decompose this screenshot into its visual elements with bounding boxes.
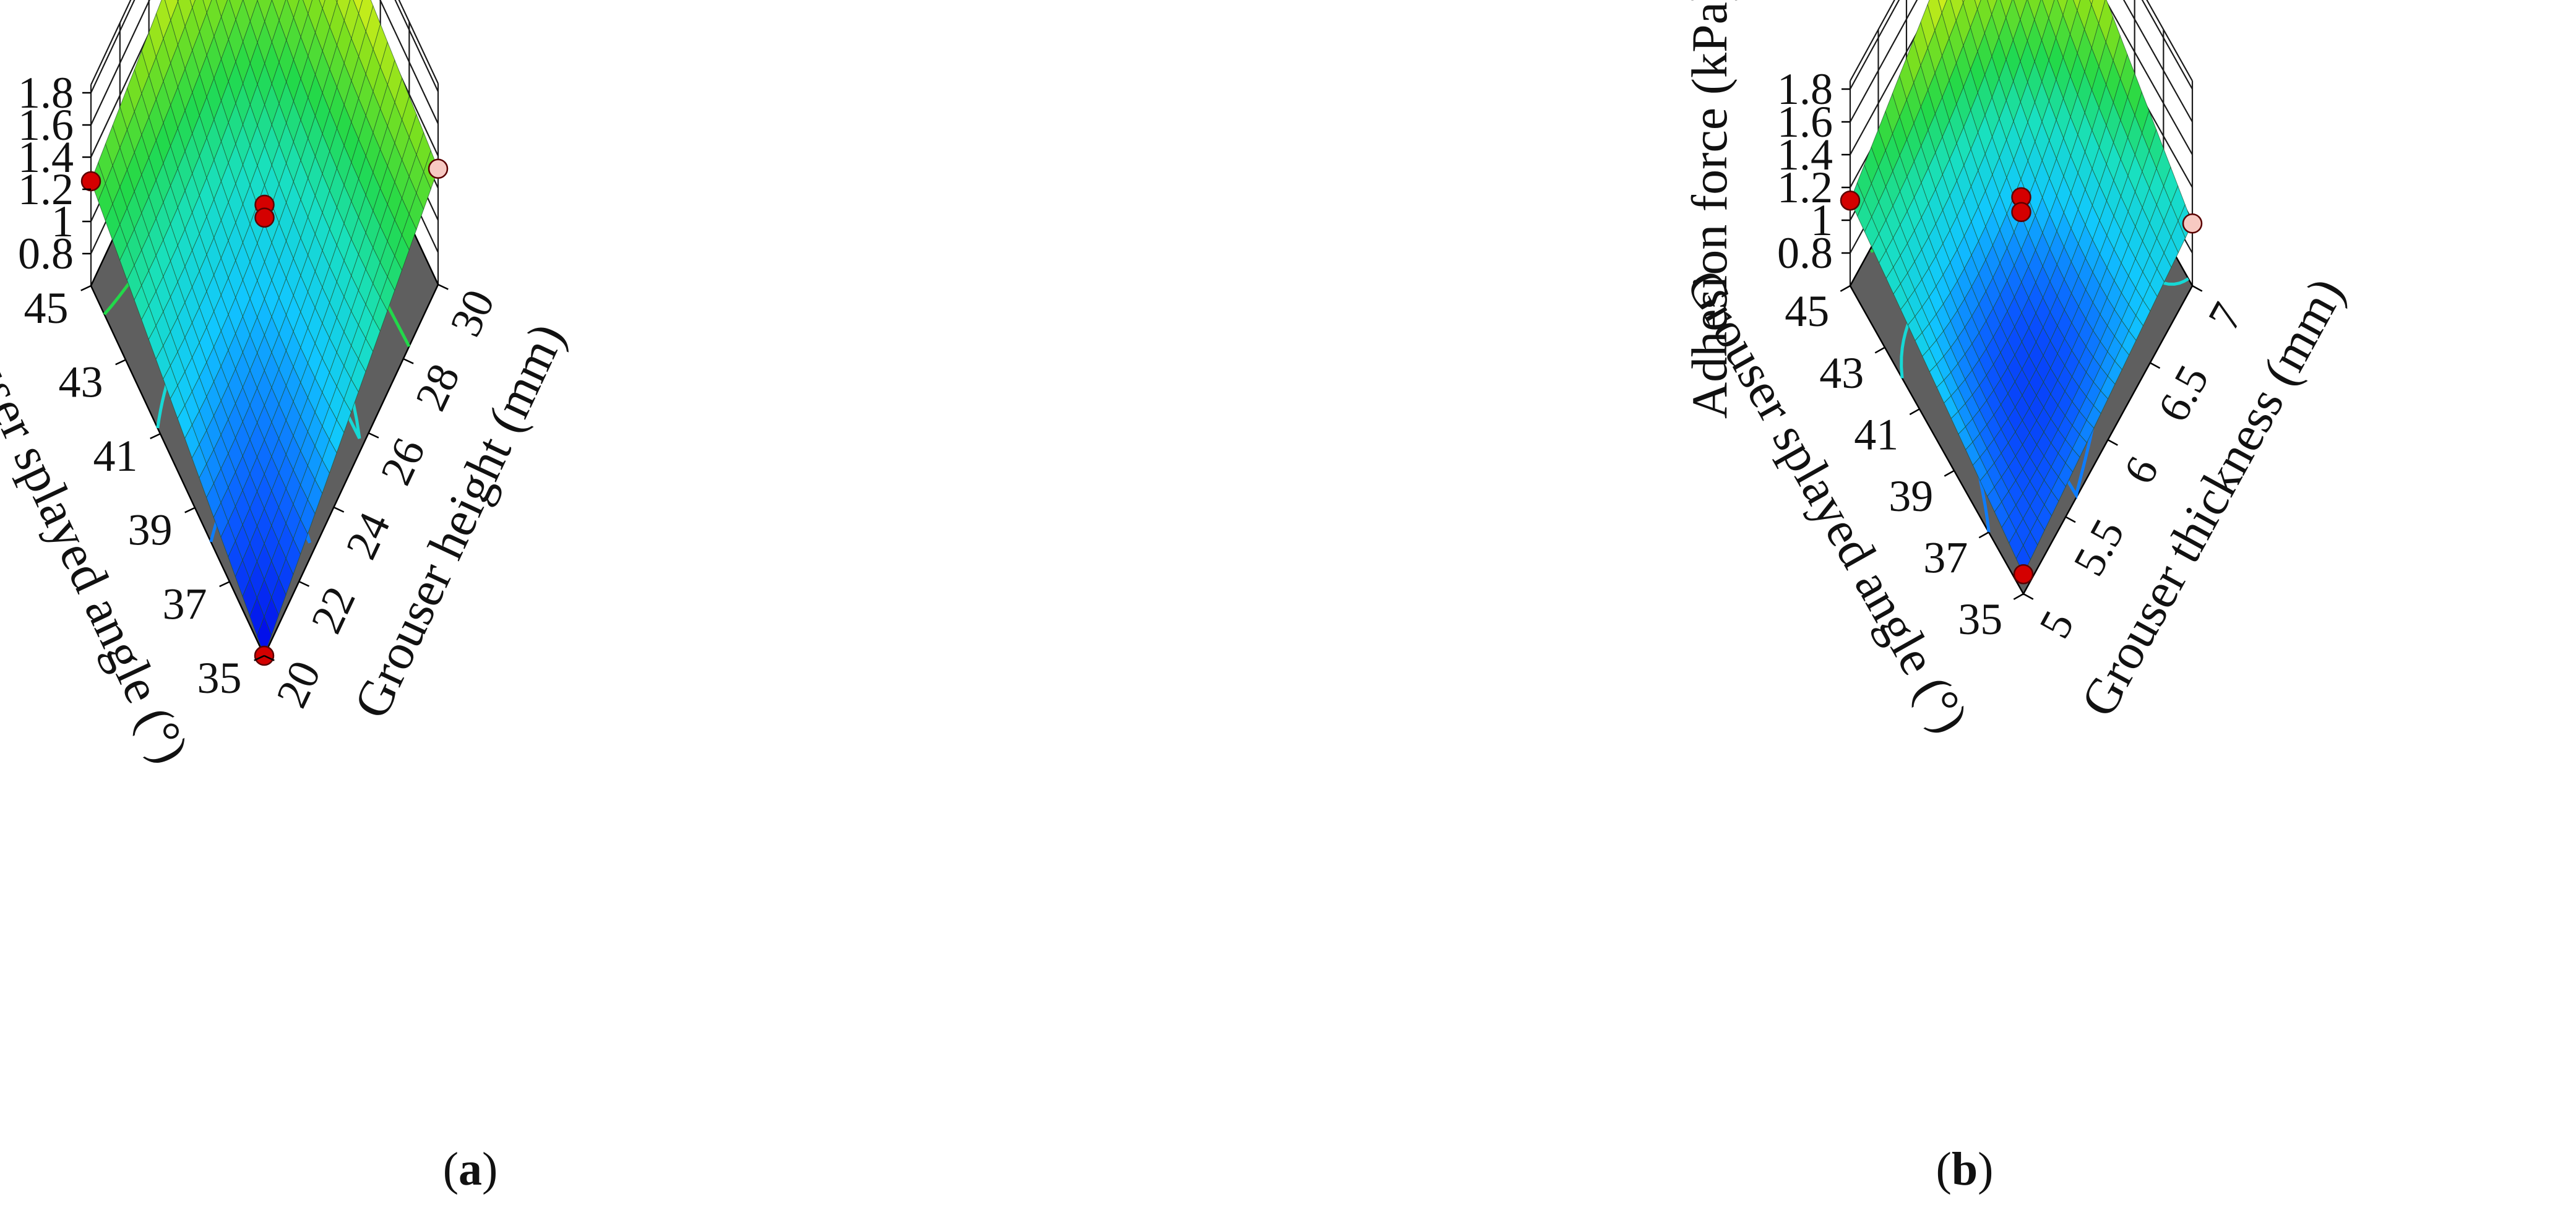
- wall-grid-line: [1850, 0, 2193, 122]
- y-tick: [1978, 531, 1989, 539]
- y-tick-label: 39: [1889, 471, 1933, 521]
- y-tick-label: 37: [163, 579, 207, 629]
- wall-grid-line: [1850, 0, 2193, 155]
- y-tick: [1909, 408, 1920, 416]
- x-tick: [437, 283, 449, 290]
- y-tick: [184, 507, 196, 513]
- z-tick-label: 1.8: [1777, 64, 1833, 114]
- x-tick-label: 28: [406, 356, 470, 418]
- y-tick-label: 39: [128, 505, 173, 555]
- z-tick-label: 1: [1811, 195, 1833, 245]
- y-tick: [219, 581, 230, 588]
- x-tick: [2107, 439, 2118, 446]
- x-tick-label: 7: [2199, 294, 2252, 338]
- x-tick-label: 24: [336, 505, 400, 566]
- x-tick: [2150, 362, 2161, 369]
- surface-patch: [189, 0, 196, 9]
- x-tick-label: 20: [267, 653, 330, 714]
- surface-patch: [1974, 0, 1981, 11]
- design-point: [2011, 202, 2031, 222]
- y-tick-label: 43: [1819, 348, 1864, 398]
- response-surface: [1850, 0, 2193, 575]
- design-point: [428, 158, 449, 179]
- z-tick-label: 1.6: [18, 100, 74, 150]
- x-tick-label: 6: [2114, 448, 2168, 492]
- y-tick-label: 41: [1854, 410, 1898, 459]
- y-tick-label: 45: [1785, 286, 1829, 336]
- y-tick: [1874, 346, 1885, 354]
- z-axis: 0.811.21.41.61.8 Adhesion force (kPa): [1681, 0, 1850, 419]
- wall-grid-line: [90, 0, 439, 126]
- y-tick: [1840, 285, 1851, 292]
- x-tick: [2192, 285, 2203, 292]
- x-tick: [264, 654, 275, 661]
- y-tick-label: 43: [59, 358, 103, 407]
- z-tick-label: 0.8: [18, 229, 74, 278]
- x-tick: [333, 506, 345, 513]
- design-points: [80, 158, 449, 666]
- panel-caption: (a): [443, 1143, 498, 1195]
- y-tick-label: 37: [1923, 533, 1968, 583]
- panel-caption: (b): [1936, 1143, 1994, 1195]
- y-tick-label: 41: [93, 431, 138, 481]
- surface-patch: [256, 616, 272, 657]
- x-tick: [298, 580, 310, 587]
- response-surface: [90, 0, 439, 657]
- x-tick: [2023, 593, 2034, 600]
- design-point: [254, 207, 275, 228]
- x-tick-label: 5: [2030, 603, 2083, 646]
- z-tick-label: 0.8: [1777, 228, 1833, 278]
- z-tick-label: 1.2: [1777, 163, 1833, 212]
- surface-patch: [319, 0, 325, 10]
- y-tick: [2013, 593, 2024, 600]
- z-tick-label: 1.8: [18, 68, 74, 118]
- y-tick-label: 35: [197, 653, 242, 703]
- y-tick: [1944, 470, 1955, 477]
- design-point: [1840, 190, 1861, 211]
- z-tick-label: 1.6: [1777, 97, 1833, 147]
- surface-patch: [2089, 0, 2093, 6]
- z-tick-label: 1.4: [18, 132, 74, 182]
- z-axis-title: Adhesion force (kPa): [1681, 0, 1738, 419]
- y-tick: [254, 654, 265, 661]
- x-tick: [368, 432, 379, 439]
- y-tick: [150, 433, 161, 439]
- x-tick: [2065, 516, 2076, 523]
- panel-b: 0.811.21.41.61.8 Adhesion force (kPa) 35 37…: [1676, 0, 2355, 1195]
- design-point: [2013, 564, 2034, 585]
- design-points: [1840, 187, 2203, 585]
- y-tick-label: 35: [1958, 594, 2002, 644]
- z-tick-label: 1.2: [18, 165, 74, 214]
- z-tick-label: 1.4: [1777, 130, 1833, 179]
- design-point: [2182, 213, 2203, 234]
- surface-patch: [2073, 0, 2081, 12]
- x-tick-label: 26: [371, 431, 434, 492]
- x-tick-label: 30: [441, 282, 504, 343]
- y-tick: [80, 285, 92, 291]
- x-tick: [403, 358, 414, 364]
- design-point: [80, 171, 101, 192]
- y-tick-label: 45: [24, 283, 69, 333]
- z-tick-label: 1: [51, 197, 74, 246]
- x-tick-label: 22: [301, 579, 365, 640]
- y-tick: [115, 359, 126, 366]
